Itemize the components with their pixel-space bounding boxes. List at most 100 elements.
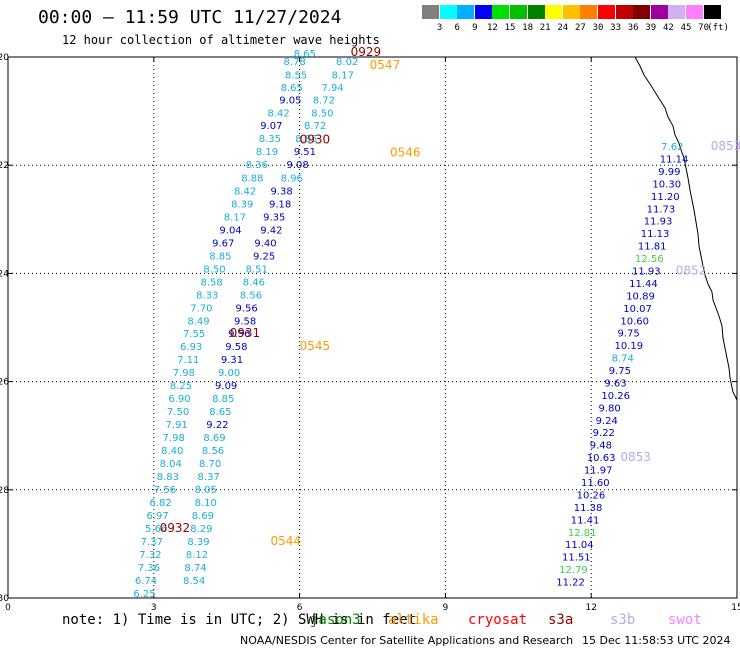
coastline (634, 56, 738, 401)
pass-time-label: 0546 (390, 146, 421, 160)
wave-height-value: 7.55 (183, 329, 205, 340)
pass-time-label: 0930 (300, 133, 331, 147)
wave-height-value: 9.99 (658, 167, 680, 178)
wave-height-value: 8.88 (241, 173, 263, 184)
pass-time-label: 0852 (676, 263, 707, 277)
wave-height-value: 7.98 (173, 368, 195, 379)
page-title: 00:00 – 11:59 UTC 11/27/2024 (38, 7, 342, 28)
wave-height-value: 11.20 (651, 192, 680, 203)
wave-height-value: 12.56 (635, 254, 664, 265)
wave-height-value: 9.56 (228, 329, 250, 340)
legend-swatch (474, 5, 492, 19)
wave-height-value: 9.31 (221, 355, 243, 366)
wave-height-value: 10.89 (626, 291, 655, 302)
credit-line: NOAA/NESDIS Center for Satellite Applica… (240, 634, 574, 647)
y-tick-label: -24 (0, 269, 9, 279)
wave-height-value: 8.10 (195, 498, 217, 509)
wave-height-value: 11.04 (565, 540, 594, 551)
x-tick-label: 12 (585, 603, 596, 610)
legend-swatch (615, 5, 633, 19)
wave-height-value: 8.39 (187, 537, 209, 548)
wave-height-value: 11.60 (581, 478, 610, 489)
wave-height-value: 8.19 (256, 147, 278, 158)
wave-height-value: 8.72 (304, 121, 326, 132)
legend-label: 27 (574, 23, 586, 33)
wave-height-value: 10.63 (587, 453, 616, 464)
wave-height-value: 8.40 (161, 446, 183, 457)
wave-height-value: 9.07 (260, 121, 282, 132)
legend-swatch (580, 5, 598, 19)
footer-note: note: 1) Time is in UTC; 2) SWH is in fe… (62, 612, 417, 628)
wave-height-value: 9.67 (212, 238, 234, 249)
legend-swatch (492, 5, 510, 19)
wave-height-value: 9.58 (234, 316, 256, 327)
wave-height-value: 8.51 (246, 264, 268, 275)
wave-height-value: 8.65 (281, 83, 303, 94)
wave-height-value: 9.22 (206, 420, 228, 431)
wave-height-value: 7.70 (190, 303, 212, 314)
wave-height-value: 9.08 (286, 160, 308, 171)
legend-swatch (545, 5, 563, 19)
wave-height-value: 8.55 (285, 71, 307, 82)
wave-height-value: 9.24 (596, 416, 618, 427)
wave-height-value: 8.05 (195, 485, 217, 496)
wave-height-value: 8.49 (187, 316, 209, 327)
y-tick-label: -26 (0, 378, 9, 388)
x-tick-label: 9 (443, 603, 449, 610)
wave-height-value: 9.75 (617, 329, 639, 340)
wave-height-value: 11.22 (556, 578, 585, 589)
legend-swatch (510, 5, 527, 19)
wave-height-value: 10.26 (577, 490, 606, 501)
wave-height-value: 9.38 (270, 186, 292, 197)
legend-swatch (686, 5, 703, 19)
wave-height-value: 8.78 (284, 57, 306, 68)
legend-label: 45 (680, 23, 692, 33)
wave-height-value: 8.69 (192, 511, 214, 522)
wave-height-value: 9.63 (604, 378, 626, 389)
satellite-name: swot (668, 612, 702, 628)
wave-height-value: 9.80 (598, 403, 620, 414)
legend-swatch (439, 5, 457, 19)
wave-height-value: 8.74 (184, 563, 206, 574)
legend-swatch (562, 5, 580, 19)
wave-height-value: 8.25 (170, 381, 192, 392)
pass-time-label: 0544 (270, 534, 301, 548)
wave-height-value: 12.79 (559, 565, 588, 576)
legend-label: 70 (698, 23, 710, 33)
wave-height-value: 9.42 (260, 225, 282, 236)
legend-label: 42 (662, 23, 674, 33)
legend-label: 6 (454, 23, 460, 33)
wave-height-value: 8.58 (200, 277, 222, 288)
wave-height-value: 8.50 (311, 109, 333, 120)
wave-height-value: 6.74 (135, 576, 157, 587)
legend-swatch (703, 5, 721, 19)
wave-height-value: 8.65 (294, 49, 316, 60)
wave-height-value: 8.85 (295, 134, 317, 145)
legend-label: 24 (557, 23, 569, 33)
wave-height-value: 9.09 (215, 381, 237, 392)
y-tick-label: -22 (0, 161, 9, 171)
x-tick-label: 15 (731, 603, 740, 610)
wave-height-value: 8.37 (198, 472, 220, 483)
legend-label: 36 (627, 23, 639, 33)
wave-height-value: 9.75 (609, 366, 631, 377)
wave-height-value: 6.97 (147, 511, 169, 522)
wave-height-value: 8.02 (336, 57, 358, 68)
wave-height-value: 6.25 (133, 589, 155, 600)
wave-height-value: 9.35 (263, 212, 285, 223)
wave-height-value: 9.25 (253, 251, 275, 262)
wave-height-value: 11.14 (660, 154, 689, 165)
wave-height-value: 8.85 (212, 394, 234, 405)
pass-time-label: 0853 (620, 450, 651, 464)
wave-height-value: 10.60 (620, 316, 649, 327)
legend-label: 9 (472, 23, 478, 33)
wave-height-value: 7.11 (177, 355, 199, 366)
wave-height-value: 8.17 (224, 212, 246, 223)
wave-height-value: 7.98 (163, 433, 185, 444)
wave-height-value: 7.37 (141, 537, 163, 548)
wave-height-value: 8.69 (203, 433, 225, 444)
wave-height-value: 8.65 (209, 407, 231, 418)
wave-height-value: 8.96 (281, 173, 303, 184)
wave-height-value: 10.30 (652, 179, 681, 190)
wave-height-value: 8.56 (202, 446, 224, 457)
